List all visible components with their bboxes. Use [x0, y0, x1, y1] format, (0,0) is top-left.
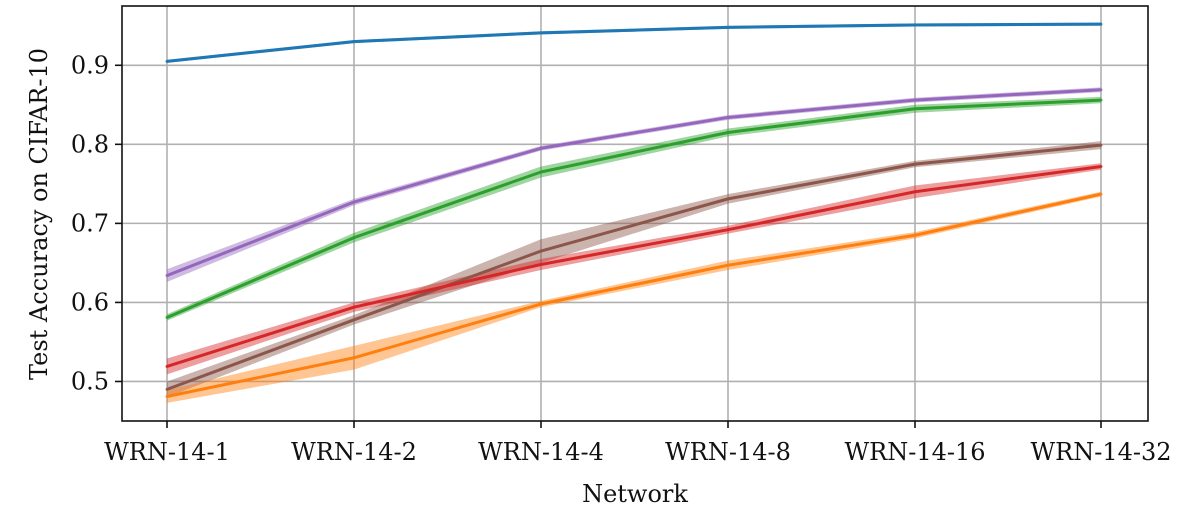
series-orange-point	[352, 356, 356, 360]
series-green-point	[539, 170, 543, 174]
y-tick-label: 0.6	[71, 288, 109, 316]
series-blue-point	[352, 40, 356, 43]
series-green-line	[166, 98, 1102, 319]
series-brown-point	[726, 197, 730, 201]
series-purple-point	[539, 146, 543, 150]
series-blue-line	[166, 22, 1102, 63]
series-purple-point	[1099, 88, 1103, 92]
x-tick-label: WRN-14-8	[665, 438, 791, 466]
plot-frame	[121, 5, 1149, 422]
series-brown-point	[913, 162, 917, 166]
y-tick-label: 0.9	[71, 51, 109, 79]
series-blue-point	[1099, 22, 1103, 26]
x-axis-label: Network	[582, 480, 688, 508]
y-tick-label: 0.5	[71, 367, 109, 395]
series-green-point	[165, 316, 169, 319]
series-green-point	[352, 236, 356, 240]
series-brown-point	[539, 249, 543, 253]
series-orange-point	[539, 302, 543, 306]
series-orange-point	[165, 395, 169, 398]
series-green-point	[726, 131, 730, 134]
series-red-point	[726, 228, 730, 232]
series-orange-point	[1099, 192, 1103, 196]
series-red-point	[352, 305, 356, 309]
series-purple-point	[726, 116, 730, 119]
series-green-point	[1099, 98, 1103, 102]
series-purple-point	[913, 98, 917, 102]
series-blue-point	[726, 25, 730, 29]
line-layer	[165, 22, 1103, 398]
x-tick-label: WRN-14-1	[104, 438, 230, 466]
series-red-point	[913, 190, 917, 194]
series-brown-point	[352, 318, 356, 322]
series-orange-point	[726, 263, 730, 267]
grid-layer	[122, 6, 1148, 421]
y-tick-layer: 0.5 0.6 0.7 0.8 0.9	[71, 51, 122, 395]
series-blue-point	[913, 23, 917, 27]
y-axis-label: Test Accuracy on CIFAR-10	[25, 48, 53, 380]
x-tick-label: WRN-14-4	[478, 438, 604, 466]
y-tick-label: 0.7	[71, 209, 109, 237]
series-orange-band	[167, 191, 1101, 403]
series-red-line	[166, 164, 1102, 368]
series-purple-point	[352, 200, 356, 204]
series-orange-point	[913, 233, 917, 237]
band-layer	[167, 22, 1101, 403]
series-orange-line	[166, 192, 1102, 398]
y-tick-label: 0.8	[71, 130, 109, 158]
series-purple-point	[165, 274, 169, 277]
series-green-point	[913, 107, 917, 111]
series-purple-line	[166, 88, 1102, 277]
x-tick-layer: WRN-14-1 WRN-14-2 WRN-14-4 WRN-14-8 WRN-14-1…	[104, 421, 1172, 466]
series-blue-point	[539, 31, 543, 35]
series-brown-line	[166, 143, 1102, 391]
series-brown-point	[1099, 143, 1103, 147]
x-tick-label: WRN-14-32	[1030, 438, 1171, 466]
series-red-point	[165, 365, 169, 368]
series-blue-point	[165, 59, 169, 63]
x-tick-label: WRN-14-2	[291, 438, 417, 466]
x-tick-label: WRN-14-16	[844, 438, 985, 466]
series-red-point	[1099, 165, 1103, 168]
series-red-point	[539, 263, 543, 266]
series-brown-point	[165, 387, 169, 391]
